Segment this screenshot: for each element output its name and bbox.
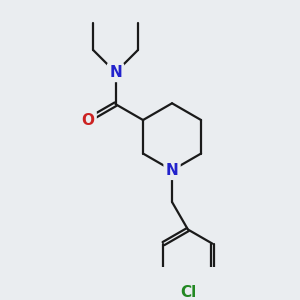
- Text: N: N: [166, 163, 178, 178]
- Text: O: O: [82, 112, 94, 128]
- Text: Cl: Cl: [180, 286, 196, 300]
- Text: N: N: [109, 65, 122, 80]
